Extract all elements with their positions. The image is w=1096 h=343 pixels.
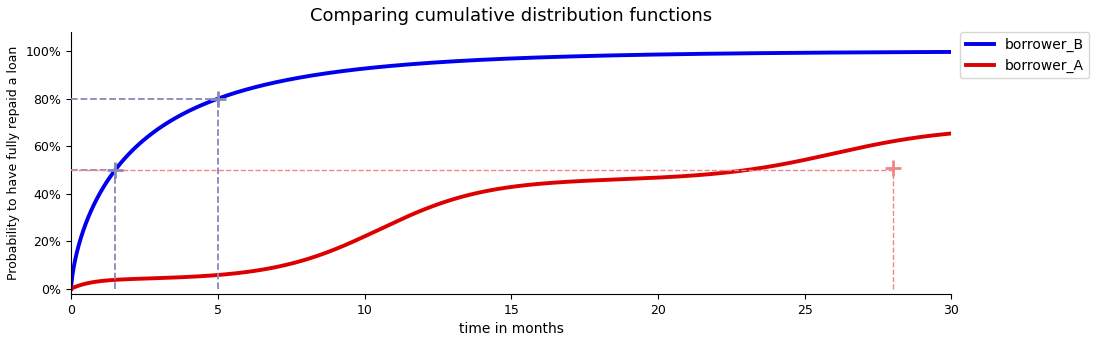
Y-axis label: Probability to have fully repaid a loan: Probability to have fully repaid a loan (7, 46, 20, 280)
borrower_A (469, 191, 482, 196)
borrower_B (492, 57, 505, 61)
Line: borrower_B: borrower_B (71, 52, 951, 289)
borrower_A (65, 287, 78, 291)
borrower_B (469, 58, 482, 62)
borrower_B (757, 51, 770, 55)
borrower_B (920, 50, 933, 54)
borrower_A (918, 134, 932, 138)
borrower_B (65, 287, 78, 291)
borrower_A (920, 134, 933, 138)
Legend: borrower_B, borrower_A: borrower_B, borrower_A (960, 32, 1089, 79)
X-axis label: time in months: time in months (459, 322, 563, 336)
borrower_A (945, 131, 958, 135)
borrower_A (110, 278, 123, 282)
borrower_B (918, 50, 932, 54)
Line: borrower_A: borrower_A (71, 133, 951, 289)
borrower_A (492, 187, 505, 191)
borrower_A (757, 165, 770, 169)
borrower_B (110, 167, 123, 171)
borrower_B (945, 50, 958, 54)
Title: Comparing cumulative distribution functions: Comparing cumulative distribution functi… (310, 7, 712, 25)
